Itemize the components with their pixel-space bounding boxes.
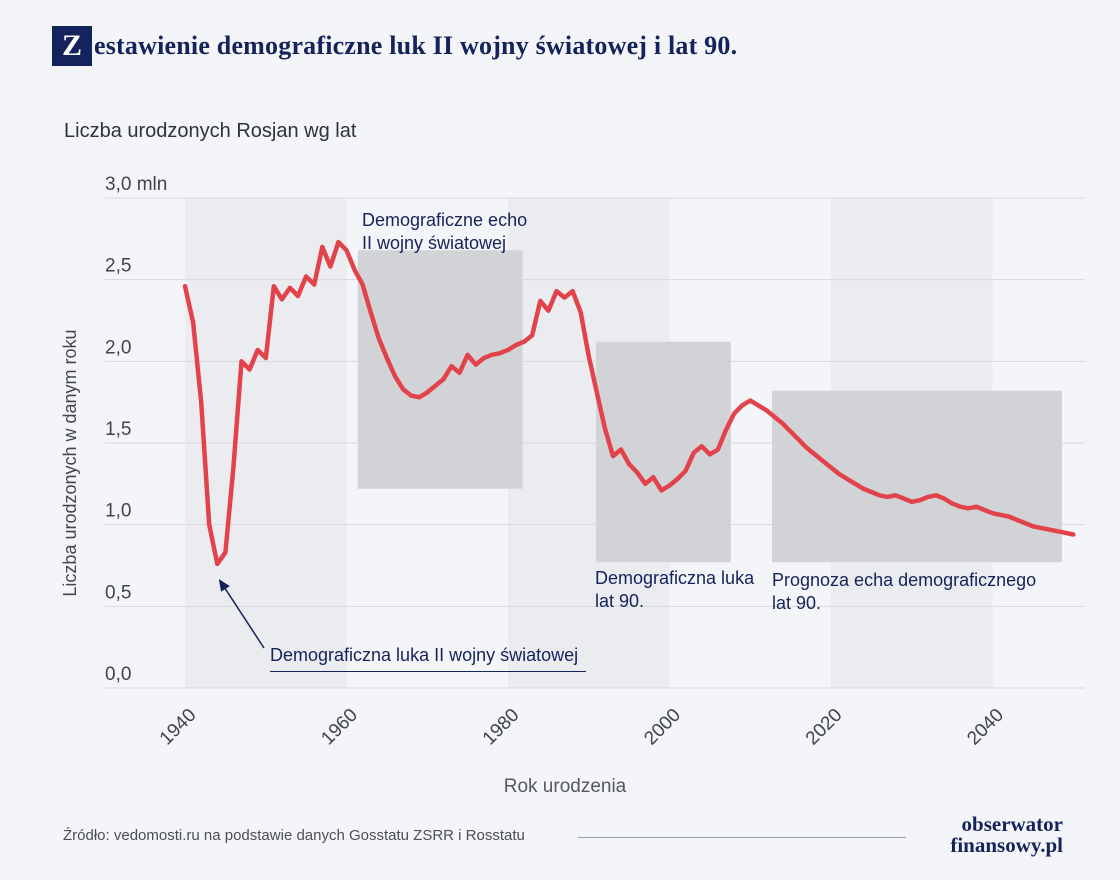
y-tick-label-0: 0,0: [105, 664, 131, 685]
region-label-90s-gap: Demograficzna luka lat 90.: [595, 568, 755, 612]
x-tick-label-4: 2020: [802, 705, 847, 750]
region-label-90s-echo-forecast: Prognoza echa demograficznego lat 90.: [772, 570, 1037, 614]
region-label-ww2-echo: Demograficzne echo II wojny światowej: [362, 210, 528, 254]
header: Z estawienie demograficzne luk II wojny …: [52, 26, 737, 66]
chart-subtitle: Liczba urodzonych Rosjan wg lat: [64, 120, 357, 142]
x-axis-title: Rok urodzenia: [503, 776, 627, 797]
publisher-logo: obserwator finansowy.pl: [950, 814, 1063, 856]
y-axis-title: Liczba urodzonych w danym roku: [60, 329, 80, 597]
page-title: estawienie demograficzne luk II wojny św…: [94, 31, 738, 60]
y-tick-label-5: 2,5: [105, 256, 131, 277]
x-tick-label-0: 1940: [156, 705, 201, 750]
highlight-region-2: [772, 390, 1062, 563]
y-tick-label-1: 0,5: [105, 582, 131, 603]
title-badge: Z: [52, 26, 92, 66]
publisher-logo-line1: obserwator: [961, 812, 1063, 836]
annotation-arrow: [218, 578, 265, 649]
publisher-logo-line2: finansowy.pl: [950, 833, 1063, 857]
x-tick-label-5: 2040: [963, 705, 1008, 750]
annotation-ww2-gap: Demograficzna luka II wojny światowej: [270, 645, 587, 672]
footer-divider-line: [578, 837, 906, 838]
births-line: [182, 239, 1076, 567]
highlight-region-0: [357, 250, 523, 489]
y-tick-label-3: 1,5: [105, 419, 131, 440]
y-tick-label-4: 2,0: [105, 337, 131, 358]
x-tick-label-1: 1960: [317, 705, 362, 750]
y-tick-label-2: 1,0: [105, 501, 131, 522]
title-badge-letter: Z: [61, 29, 82, 62]
y-tick-label-6: 3,0 mln: [105, 174, 167, 195]
x-tick-label-2: 1980: [479, 705, 524, 750]
source-text: Źródło: vedomosti.ru na podstawie danych…: [63, 827, 525, 844]
x-tick-label-3: 2000: [640, 705, 685, 750]
